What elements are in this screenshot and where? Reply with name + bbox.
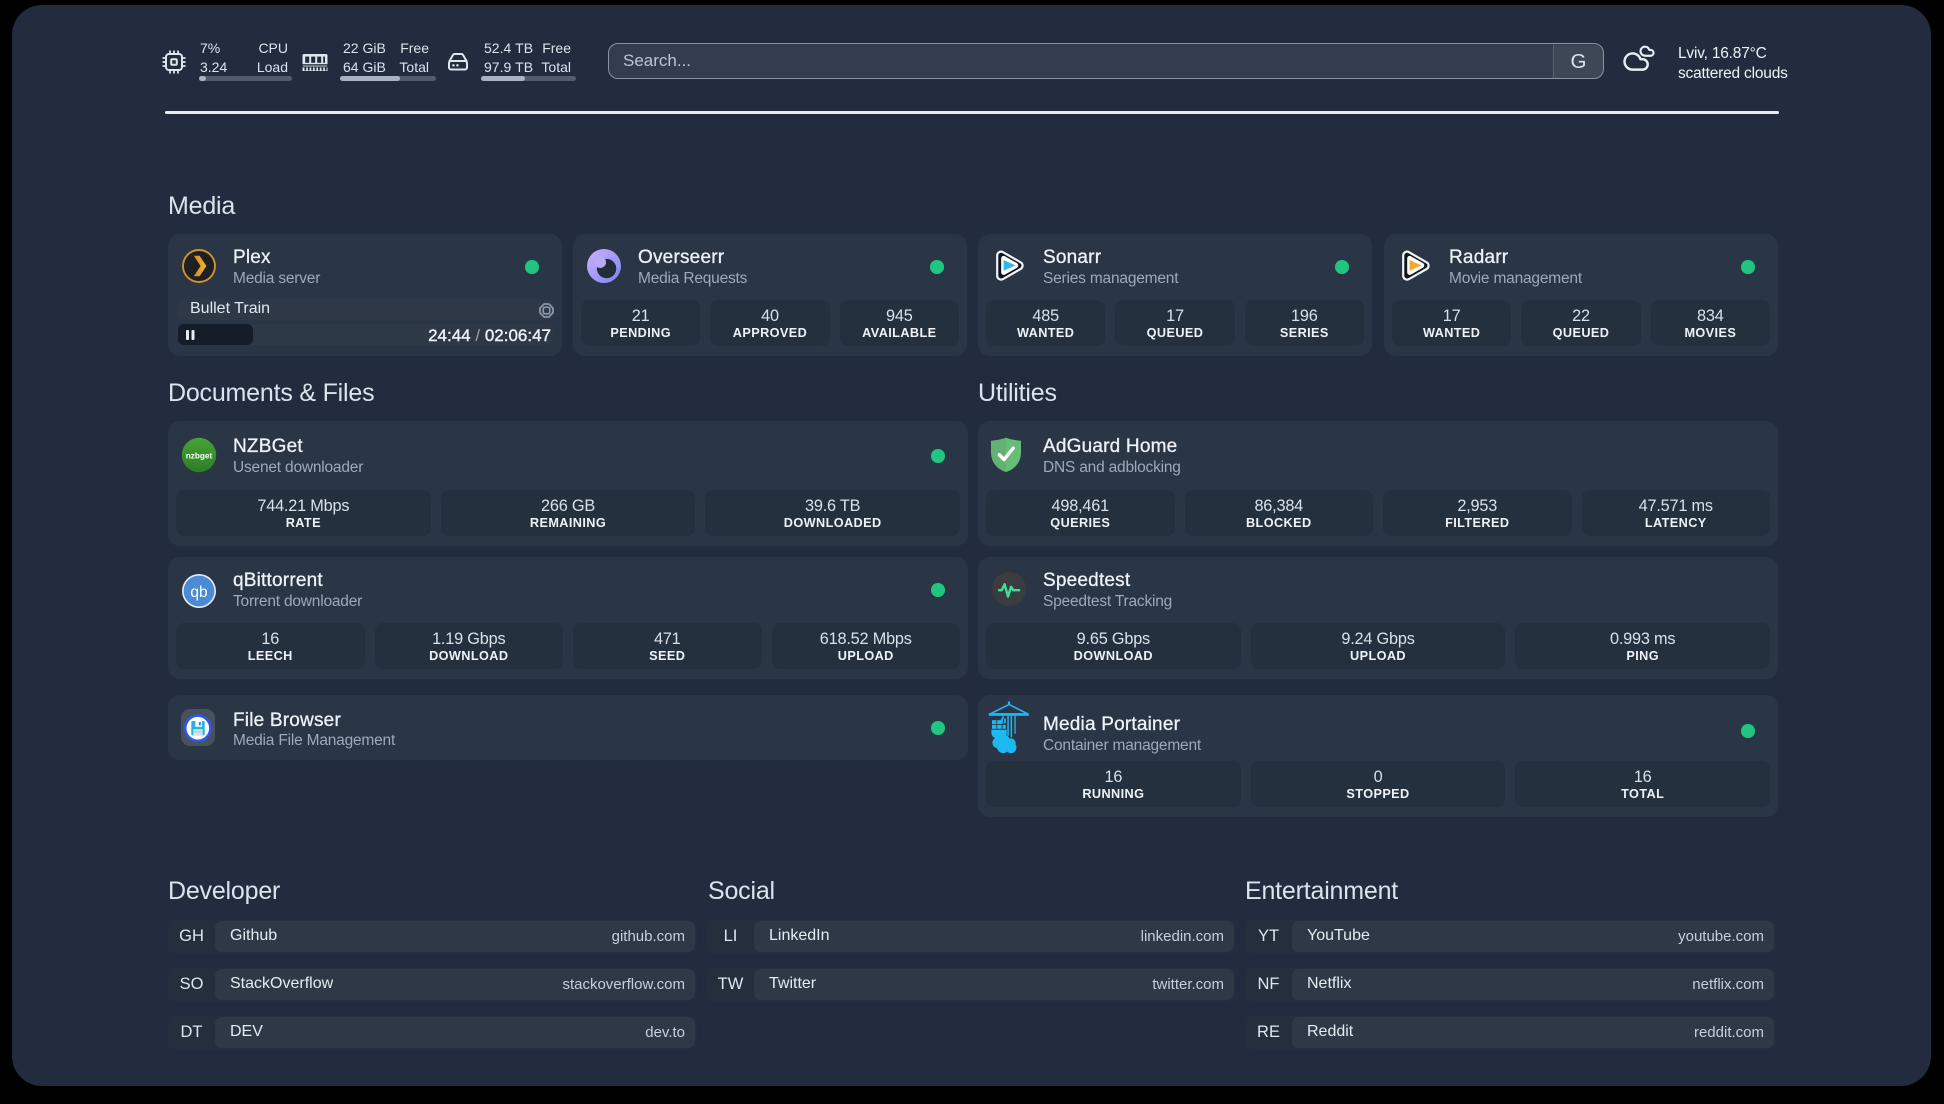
svg-text:qb: qb xyxy=(190,584,207,601)
svg-text:nzbget: nzbget xyxy=(186,452,213,461)
